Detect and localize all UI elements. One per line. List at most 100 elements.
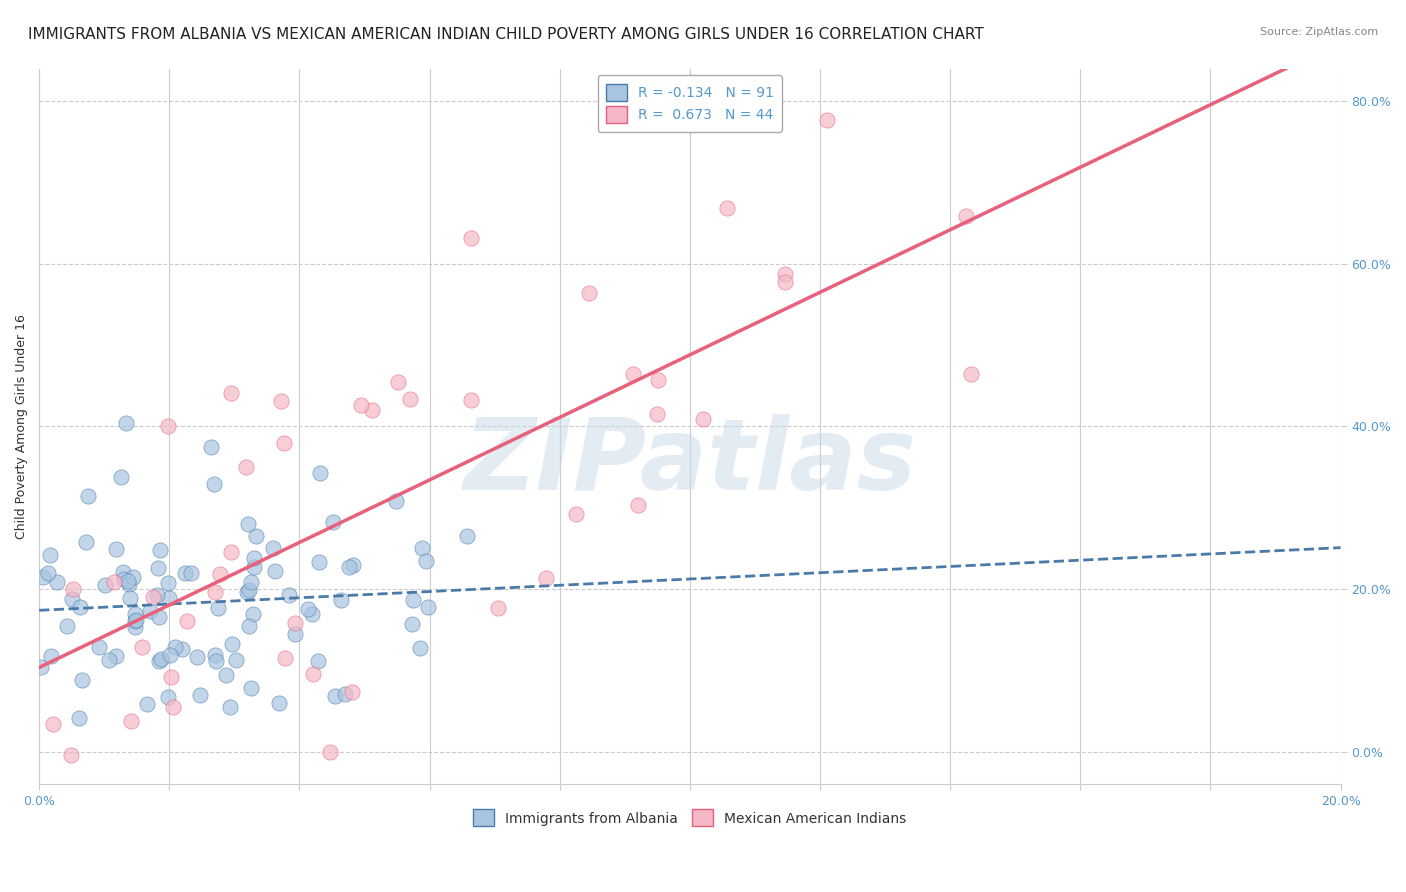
Mexican American Indians [219,386,242,401]
Mexican American Indians [103,574,125,589]
Immigrants from Albania [204,654,226,668]
Immigrants from Albania [159,591,181,606]
Mexican American Indians [361,403,384,417]
Immigrants from Albania [124,619,146,633]
Immigrants from Albania [75,535,97,549]
Immigrants from Albania [146,588,169,602]
Immigrants from Albania [240,681,263,696]
Immigrants from Albania [240,575,263,590]
Mexican American Indians [955,209,977,223]
Immigrants from Albania [335,687,357,701]
Immigrants from Albania [308,467,330,481]
Mexican American Indians [302,667,325,681]
Mexican American Indians [176,614,198,628]
Text: Source: ZipAtlas.com: Source: ZipAtlas.com [1260,27,1378,37]
Immigrants from Albania [115,416,138,430]
Immigrants from Albania [124,607,146,622]
Mexican American Indians [142,590,165,604]
Mexican American Indians [565,507,588,521]
Immigrants from Albania [98,653,121,667]
Immigrants from Albania [202,476,225,491]
Immigrants from Albania [157,576,180,591]
Immigrants from Albania [30,660,52,674]
Immigrants from Albania [135,697,157,711]
Immigrants from Albania [112,572,135,586]
Mexican American Indians [486,601,509,615]
Immigrants from Albania [70,673,93,687]
Immigrants from Albania [238,582,260,597]
Mexican American Indians [536,571,558,585]
Mexican American Indians [627,499,650,513]
Mexican American Indians [284,616,307,631]
Immigrants from Albania [37,566,59,581]
Immigrants from Albania [122,570,145,584]
Immigrants from Albania [207,601,229,615]
Mexican American Indians [716,202,738,216]
Mexican American Indians [274,651,297,665]
Mexican American Indians [387,375,409,389]
Mexican American Indians [645,407,668,421]
Immigrants from Albania [94,578,117,592]
Immigrants from Albania [278,588,301,602]
Immigrants from Albania [67,711,90,725]
Immigrants from Albania [323,689,346,703]
Immigrants from Albania [32,570,55,584]
Immigrants from Albania [149,543,172,558]
Mexican American Indians [460,393,482,408]
Immigrants from Albania [159,648,181,662]
Immigrants from Albania [186,650,208,665]
Immigrants from Albania [124,615,146,629]
Immigrants from Albania [118,591,141,606]
Mexican American Indians [157,419,180,434]
Immigrants from Albania [297,602,319,616]
Immigrants from Albania [385,493,408,508]
Immigrants from Albania [39,548,62,562]
Immigrants from Albania [262,541,284,556]
Mexican American Indians [209,566,232,581]
Immigrants from Albania [188,688,211,702]
Immigrants from Albania [110,469,132,483]
Immigrants from Albania [416,599,439,614]
Mexican American Indians [349,398,371,412]
Mexican American Indians [162,699,184,714]
Immigrants from Albania [118,577,141,591]
Immigrants from Albania [402,593,425,607]
Immigrants from Albania [104,649,127,664]
Mexican American Indians [59,748,82,763]
Mexican American Indians [773,275,796,289]
Immigrants from Albania [322,515,344,529]
Mexican American Indians [578,286,600,301]
Immigrants from Albania [174,566,197,580]
Immigrants from Albania [415,554,437,568]
Immigrants from Albania [204,648,226,662]
Mexican American Indians [235,459,257,474]
Mexican American Indians [160,669,183,683]
Mexican American Indians [398,392,420,407]
Immigrants from Albania [339,559,361,574]
Immigrants from Albania [401,617,423,632]
Y-axis label: Child Poverty Among Girls Under 16: Child Poverty Among Girls Under 16 [15,314,28,539]
Mexican American Indians [692,412,714,426]
Immigrants from Albania [307,654,329,668]
Immigrants from Albania [146,560,169,574]
Mexican American Indians [204,584,226,599]
Mexican American Indians [270,393,292,408]
Mexican American Indians [219,545,242,559]
Immigrants from Albania [170,641,193,656]
Mexican American Indians [960,367,983,381]
Immigrants from Albania [269,696,291,710]
Immigrants from Albania [112,566,135,580]
Text: IMMIGRANTS FROM ALBANIA VS MEXICAN AMERICAN INDIAN CHILD POVERTY AMONG GIRLS UND: IMMIGRANTS FROM ALBANIA VS MEXICAN AMERI… [28,27,984,42]
Immigrants from Albania [117,574,139,588]
Immigrants from Albania [39,649,62,664]
Immigrants from Albania [342,558,364,572]
Immigrants from Albania [215,668,238,682]
Immigrants from Albania [125,613,148,627]
Immigrants from Albania [242,607,264,621]
Immigrants from Albania [165,640,187,654]
Mexican American Indians [460,231,482,245]
Immigrants from Albania [283,626,305,640]
Immigrants from Albania [264,564,287,578]
Immigrants from Albania [77,489,100,503]
Mexican American Indians [621,367,644,381]
